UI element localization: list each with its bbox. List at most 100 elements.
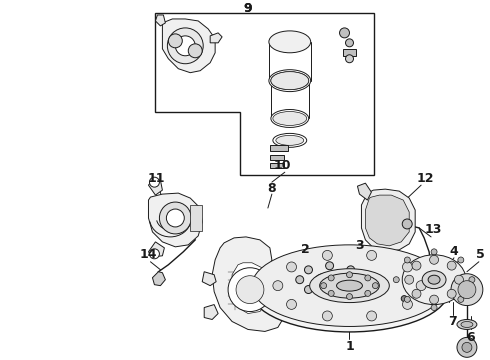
- Ellipse shape: [273, 112, 307, 125]
- Circle shape: [372, 283, 378, 289]
- Circle shape: [402, 300, 413, 309]
- Ellipse shape: [402, 255, 466, 305]
- Text: 11: 11: [147, 172, 165, 185]
- Text: 1: 1: [345, 340, 354, 353]
- Polygon shape: [210, 33, 222, 43]
- Text: 4: 4: [450, 245, 458, 258]
- Polygon shape: [212, 237, 284, 332]
- Polygon shape: [202, 272, 216, 286]
- Bar: [270, 145, 288, 151]
- Circle shape: [328, 275, 334, 281]
- Circle shape: [404, 296, 410, 302]
- Circle shape: [412, 289, 421, 298]
- Text: 12: 12: [416, 172, 434, 185]
- Circle shape: [149, 177, 159, 187]
- Text: 8: 8: [268, 182, 276, 195]
- Ellipse shape: [271, 72, 309, 90]
- Text: 3: 3: [355, 239, 364, 252]
- Circle shape: [326, 290, 334, 298]
- Circle shape: [304, 266, 313, 274]
- Ellipse shape: [315, 273, 344, 287]
- Ellipse shape: [310, 269, 389, 302]
- Ellipse shape: [285, 260, 374, 300]
- Circle shape: [236, 276, 264, 303]
- Text: 6: 6: [466, 331, 475, 344]
- Text: 5: 5: [476, 248, 485, 261]
- Circle shape: [458, 296, 464, 302]
- Ellipse shape: [269, 70, 311, 91]
- Circle shape: [462, 342, 472, 352]
- Circle shape: [304, 285, 313, 293]
- Ellipse shape: [271, 72, 309, 90]
- Circle shape: [296, 276, 304, 284]
- Circle shape: [402, 219, 412, 229]
- Circle shape: [367, 311, 377, 321]
- Circle shape: [347, 285, 355, 293]
- Circle shape: [430, 295, 439, 304]
- Circle shape: [149, 249, 159, 259]
- Circle shape: [401, 296, 407, 302]
- Ellipse shape: [252, 245, 447, 327]
- Circle shape: [287, 262, 296, 272]
- Circle shape: [345, 39, 353, 47]
- Circle shape: [346, 294, 352, 300]
- Circle shape: [322, 251, 332, 260]
- Circle shape: [393, 277, 399, 283]
- Polygon shape: [362, 189, 415, 252]
- Ellipse shape: [276, 135, 304, 145]
- Ellipse shape: [422, 271, 446, 289]
- Ellipse shape: [271, 109, 309, 127]
- Circle shape: [402, 262, 413, 272]
- Polygon shape: [148, 180, 162, 195]
- Polygon shape: [148, 242, 164, 257]
- Polygon shape: [162, 19, 215, 73]
- Ellipse shape: [320, 276, 339, 284]
- Ellipse shape: [337, 280, 363, 291]
- Circle shape: [451, 274, 483, 306]
- Circle shape: [168, 28, 203, 64]
- Circle shape: [458, 281, 476, 298]
- Circle shape: [188, 44, 202, 58]
- Ellipse shape: [319, 273, 379, 298]
- Ellipse shape: [273, 134, 307, 147]
- Text: 14: 14: [140, 248, 157, 261]
- Circle shape: [412, 261, 421, 270]
- Ellipse shape: [285, 288, 374, 328]
- Polygon shape: [204, 305, 218, 319]
- Polygon shape: [366, 195, 409, 246]
- Circle shape: [469, 277, 475, 283]
- Circle shape: [365, 275, 371, 281]
- Circle shape: [367, 251, 377, 260]
- Circle shape: [455, 275, 464, 284]
- Circle shape: [398, 293, 410, 305]
- Circle shape: [322, 311, 332, 321]
- Ellipse shape: [269, 31, 311, 53]
- Circle shape: [346, 272, 352, 278]
- Circle shape: [416, 281, 426, 291]
- Polygon shape: [152, 272, 166, 286]
- Circle shape: [355, 276, 364, 284]
- Text: 7: 7: [449, 315, 457, 328]
- Circle shape: [447, 289, 456, 298]
- Text: 9: 9: [244, 3, 252, 15]
- Ellipse shape: [428, 275, 440, 284]
- Text: 9: 9: [244, 3, 252, 15]
- Circle shape: [326, 262, 334, 270]
- Circle shape: [458, 257, 464, 263]
- Circle shape: [457, 337, 477, 357]
- Text: 13: 13: [424, 224, 442, 237]
- Text: 10: 10: [273, 159, 291, 172]
- Ellipse shape: [457, 319, 477, 329]
- Polygon shape: [232, 263, 268, 314]
- Polygon shape: [358, 183, 371, 200]
- Polygon shape: [148, 193, 202, 247]
- Circle shape: [169, 34, 182, 48]
- Circle shape: [347, 266, 355, 274]
- Bar: [270, 155, 284, 160]
- Circle shape: [404, 257, 410, 263]
- Circle shape: [159, 202, 191, 234]
- Polygon shape: [155, 15, 166, 26]
- Bar: [270, 163, 284, 168]
- Circle shape: [447, 261, 456, 270]
- Circle shape: [365, 291, 371, 296]
